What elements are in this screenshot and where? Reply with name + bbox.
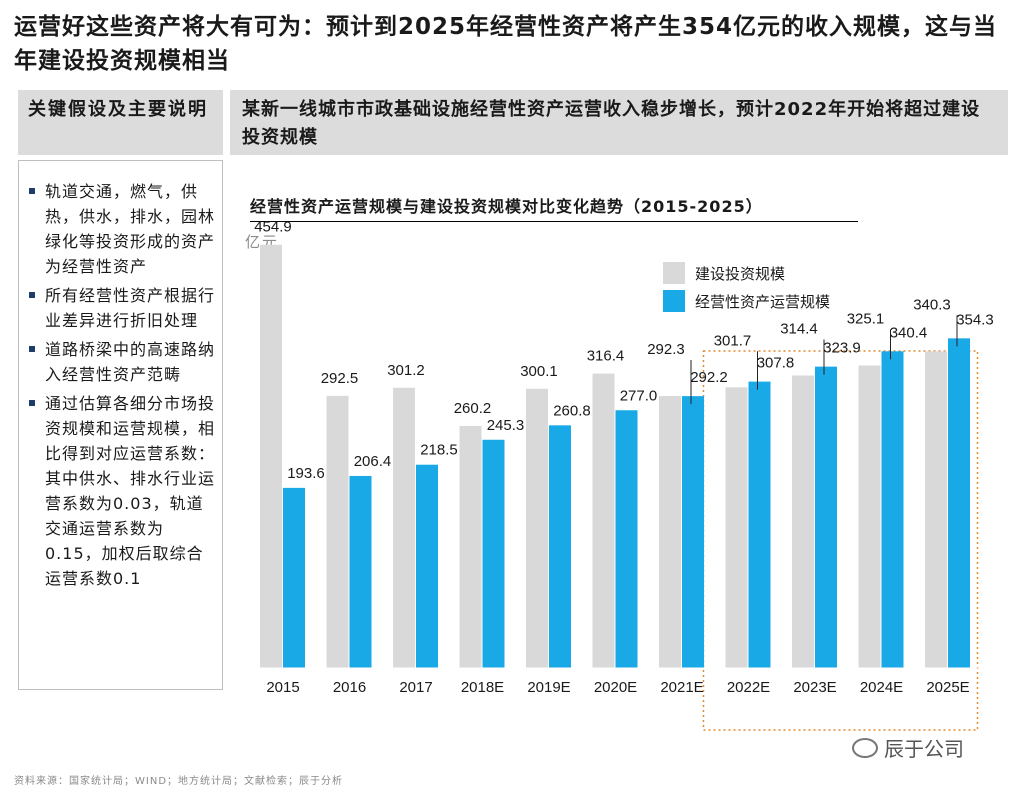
label-operation-2018E: 245.3: [487, 417, 525, 434]
label-construction-2025E: 340.3: [913, 296, 951, 313]
label-construction-2021E: 292.3: [647, 341, 685, 358]
chart-title: 经营性资产运营规模与建设投资规模对比变化趋势（2015-2025）: [250, 197, 763, 216]
bar-construction-2022E: [725, 387, 748, 668]
watermark: 辰于公司: [852, 733, 964, 762]
bar-operation-2020E: [615, 410, 638, 668]
assumptions-header: 关键假设及主要说明: [18, 90, 223, 155]
bar-operation-2024E: [881, 351, 904, 668]
x-tick-2017: 2017: [399, 679, 432, 696]
bullet-icon: [29, 400, 35, 406]
bar-operation-2015: [283, 487, 305, 668]
bullet-icon: [29, 346, 35, 352]
bar-construction-2015: [260, 244, 282, 668]
bar-construction-2019E: [526, 388, 548, 668]
assumption-item: 轨道交通，燃气，供热，供水，排水，园林绿化等投资形成的资产为经营性资产: [23, 179, 216, 279]
label-operation-2024E: 340.4: [890, 324, 928, 341]
bar-operation-2022E: [748, 381, 771, 668]
bar-operation-2021E: [682, 396, 704, 668]
label-operation-2021E: 292.2: [690, 369, 728, 386]
assumption-text: 轨道交通，燃气，供热，供水，排水，园林绿化等投资形成的资产为经营性资产: [45, 182, 216, 276]
assumption-text: 道路桥梁中的高速路纳入经营性资产范畴: [45, 340, 216, 384]
bar-construction-2021E: [659, 396, 681, 668]
wechat-icon: [852, 737, 878, 758]
label-construction-2023E: 314.4: [780, 320, 818, 337]
watermark-text: 辰于公司: [884, 737, 964, 761]
label-operation-2022E: 307.8: [757, 355, 795, 372]
assumption-text: 所有经营性资产根据行业差异进行折旧处理: [45, 286, 216, 330]
bar-construction-2016: [326, 395, 349, 668]
assumption-item: 道路桥梁中的高速路纳入经营性资产范畴: [23, 337, 216, 387]
x-tick-2022E: 2022E: [727, 679, 770, 696]
bar-operation-2017: [416, 464, 438, 668]
label-construction-2019E: 300.1: [520, 363, 558, 380]
label-operation-2019E: 260.8: [553, 402, 591, 419]
label-construction-2017: 301.2: [387, 362, 425, 379]
label-construction-2015: 454.9: [254, 219, 292, 236]
label-operation-2023E: 323.9: [823, 340, 861, 357]
label-construction-2024E: 325.1: [847, 311, 885, 328]
bar-construction-2018E: [459, 425, 482, 668]
bar-construction-2025E: [925, 351, 947, 668]
bar-operation-2016: [349, 475, 372, 668]
label-construction-2020E: 316.4: [587, 348, 625, 365]
legend-label-operation: 经营性资产运营规模: [695, 294, 830, 311]
assumptions-panel: 轨道交通，燃气，供热，供水，排水，园林绿化等投资形成的资产为经营性资产 所有经营…: [18, 160, 223, 690]
x-tick-2025E: 2025E: [926, 679, 969, 696]
label-construction-2016: 292.5: [321, 370, 359, 387]
bullet-icon: [29, 292, 35, 298]
bar-construction-2023E: [792, 375, 814, 668]
x-tick-2015: 2015: [266, 679, 299, 696]
bar-construction-2017: [393, 387, 415, 668]
x-tick-2018E: 2018E: [461, 679, 504, 696]
bullet-icon: [29, 188, 35, 194]
bar-construction-2024E: [858, 365, 881, 668]
source-note: 资料来源：国家统计局；WIND；地方统计局；文献检索；辰于分析: [14, 776, 344, 787]
x-tick-2020E: 2020E: [594, 679, 637, 696]
x-tick-2024E: 2024E: [860, 679, 903, 696]
finding-header: 某新一线城市市政基础设施经营性资产运营收入稳步增长，预计2022年开始将超过建设…: [230, 90, 1008, 155]
bar-operation-2018E: [482, 439, 505, 668]
label-operation-2016: 206.4: [354, 453, 392, 470]
legend-swatch-construction: [663, 262, 685, 284]
assumption-text: 通过估算各细分市场投资规模和运营规模，相比得到对应运营系数：其中供水、排水行业运…: [45, 394, 216, 588]
legend-label-construction: 建设投资规模: [695, 266, 785, 283]
bar-operation-2023E: [815, 366, 837, 668]
label-operation-2025E: 354.3: [956, 311, 994, 328]
label-operation-2020E: 277.0: [620, 387, 658, 404]
x-tick-2021E: 2021E: [660, 679, 703, 696]
assumption-item: 所有经营性资产根据行业差异进行折旧处理: [23, 283, 216, 333]
label-operation-2017: 218.5: [420, 442, 458, 459]
bar-operation-2019E: [549, 425, 571, 668]
page-title: 运营好这些资产将大有可为：预计到2025年经营性资产将产生354亿元的收入规模，…: [14, 14, 998, 74]
label-construction-2018E: 260.2: [454, 400, 492, 417]
x-tick-2023E: 2023E: [793, 679, 836, 696]
label-operation-2015: 193.6: [287, 465, 325, 482]
x-tick-2016: 2016: [333, 679, 366, 696]
legend-swatch-operation: [663, 290, 685, 312]
chart-title-rule: [250, 221, 858, 222]
assumption-item: 通过估算各细分市场投资规模和运营规模，相比得到对应运营系数：其中供水、排水行业运…: [23, 391, 216, 591]
x-tick-2019E: 2019E: [527, 679, 570, 696]
label-construction-2022E: 301.7: [714, 332, 752, 349]
bar-operation-2025E: [948, 338, 970, 668]
bar-construction-2020E: [592, 373, 615, 668]
